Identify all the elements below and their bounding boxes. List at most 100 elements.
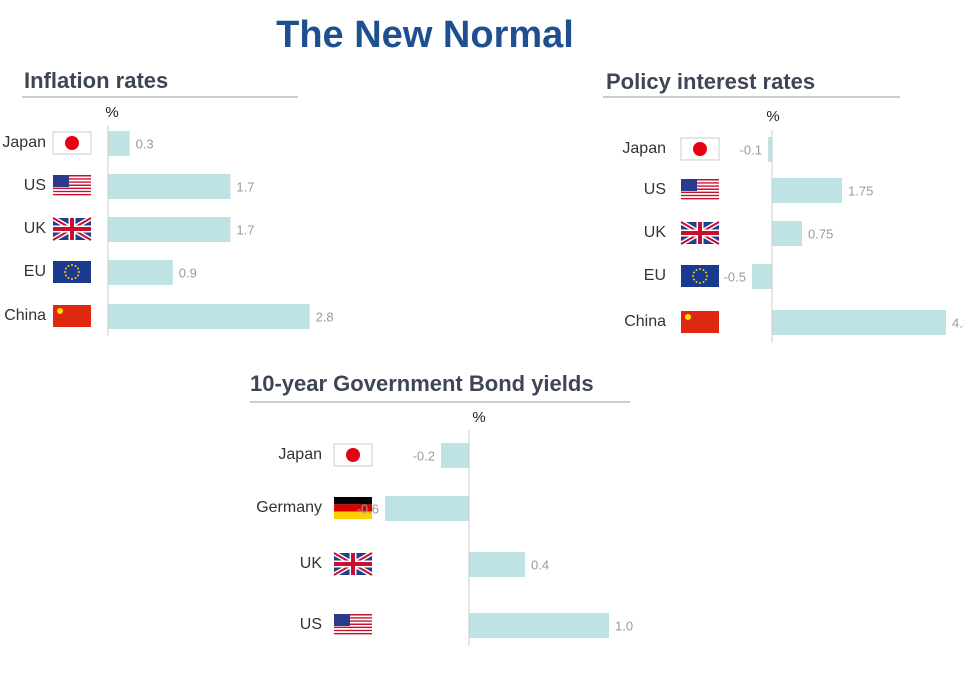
flag <box>334 497 372 519</box>
flag-cross <box>681 222 719 244</box>
category-label: US <box>300 616 322 633</box>
bar <box>108 260 173 285</box>
flag-stripe <box>681 179 719 181</box>
flag-canton <box>53 175 69 187</box>
flag-field <box>681 265 719 287</box>
flag-star <box>702 268 705 271</box>
flag <box>53 261 91 283</box>
flag-stripe <box>53 176 91 179</box>
flag-stripe <box>53 179 91 182</box>
value-label: 1.7 <box>236 222 254 237</box>
flag <box>51 215 93 243</box>
flag-star <box>692 278 695 281</box>
flag-stripe <box>681 199 719 201</box>
value-label: -0.5 <box>724 269 746 284</box>
flag-sun <box>65 136 79 150</box>
value-label: 0.3 <box>136 136 154 151</box>
category-label: EU <box>644 267 666 284</box>
flag-stripe <box>334 614 372 616</box>
value-label: -0.1 <box>740 142 762 157</box>
value-label: 0.9 <box>179 265 197 280</box>
flag-stripe <box>681 180 719 183</box>
flag-star <box>702 281 705 284</box>
flag <box>681 179 719 201</box>
flag-star <box>77 267 80 270</box>
flag-star <box>71 278 73 280</box>
category-label: Japan <box>278 446 322 463</box>
value-label: 4.35 <box>952 315 964 330</box>
flag-stripe <box>334 623 372 625</box>
flag-cross <box>53 218 91 240</box>
flag-stripe <box>53 178 91 180</box>
flag-star <box>699 268 701 270</box>
flag <box>53 175 91 197</box>
flag-star <box>78 271 80 273</box>
flag-stripe <box>53 186 91 188</box>
flag-stripe <box>334 620 372 622</box>
bar <box>385 496 469 521</box>
value-label: 2.8 <box>316 309 334 324</box>
bar <box>108 131 130 156</box>
flag-star <box>67 264 70 267</box>
flag-star <box>699 282 701 284</box>
bar <box>469 552 525 577</box>
flag <box>332 550 374 578</box>
flag-star <box>64 274 67 277</box>
flag <box>334 614 372 636</box>
flag-stripe <box>334 504 372 512</box>
flag-stripe <box>681 193 719 195</box>
bar <box>768 137 772 162</box>
category-label: UK <box>644 224 667 241</box>
category-label: Germany <box>256 499 322 516</box>
bar <box>469 613 609 638</box>
flag-stripe <box>334 511 372 519</box>
flag-cross <box>334 553 372 575</box>
value-label: 0.4 <box>531 557 549 572</box>
flag-star <box>695 268 698 271</box>
main-title: The New Normal <box>276 14 574 56</box>
flag-star <box>695 281 698 284</box>
flag-stripe <box>334 634 372 636</box>
flag <box>333 443 373 467</box>
flag-stripe <box>334 629 372 632</box>
flag-stripe <box>681 182 719 184</box>
chart-title: Inflation rates <box>24 68 168 93</box>
flag-star <box>67 277 70 280</box>
flag-stripe <box>53 187 91 190</box>
flag-stripe <box>53 192 91 194</box>
flag-stripe <box>334 632 372 635</box>
category-label: Japan <box>622 140 666 157</box>
bar <box>441 443 469 468</box>
flag-stripe <box>53 175 91 177</box>
flag-stripe <box>334 621 372 624</box>
flag-star <box>64 267 67 270</box>
flag-stripe <box>334 618 372 621</box>
flag-stripe <box>53 189 91 191</box>
value-label: 1.7 <box>236 179 254 194</box>
flag-star <box>77 274 80 277</box>
flag-stripe <box>53 182 91 185</box>
flag <box>679 219 721 247</box>
unit-label: % <box>105 104 118 121</box>
category-label: Japan <box>2 134 46 151</box>
unit-label: % <box>766 108 779 125</box>
flag-star <box>706 275 708 277</box>
flag <box>680 137 720 161</box>
flag-stripe <box>681 188 719 190</box>
flag-stripe <box>334 628 372 630</box>
flag-stripe <box>53 190 91 193</box>
flag-field <box>53 261 91 283</box>
flag-stripe <box>681 186 719 189</box>
flag-star <box>705 278 708 281</box>
value-label: 1.75 <box>848 183 873 198</box>
flag <box>681 311 719 333</box>
flag-star <box>705 271 708 274</box>
chart-title: 10-year Government Bond yields <box>250 371 594 396</box>
flag-stripe <box>334 625 372 627</box>
flag <box>681 265 719 287</box>
flag-star <box>74 264 77 267</box>
value-label: 0.75 <box>808 226 833 241</box>
bar <box>108 174 231 199</box>
category-label: UK <box>24 220 47 237</box>
